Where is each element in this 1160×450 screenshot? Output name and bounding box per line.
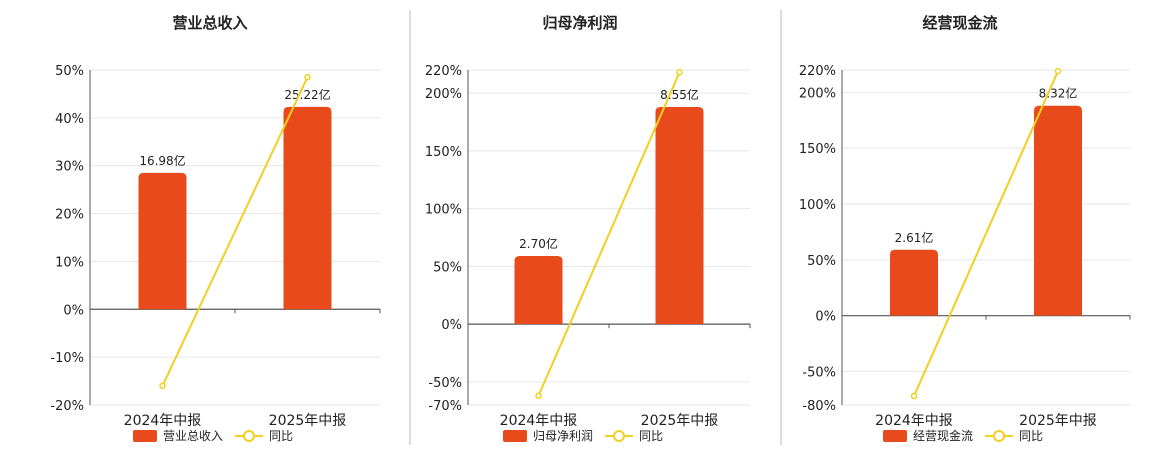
- chart-panel-3: 经营现金流 -80% -50% 0% 50% 100% 150% 200% 220% 2.61亿 8…: [799, 14, 1131, 443]
- line-point: [304, 73, 311, 81]
- bar-data-label: 2.70亿: [519, 236, 558, 251]
- y-tick-label: 50%: [55, 64, 84, 79]
- y-tick-label: 30%: [55, 160, 84, 175]
- x-tick-label: 2024年中报: [500, 413, 578, 429]
- y-tick-label: -20%: [50, 399, 84, 414]
- legend-bar-swatch: [133, 430, 157, 442]
- chart-title: 经营现金流: [922, 14, 997, 32]
- legend-line-label: 同比: [1019, 429, 1043, 443]
- legend-bar-label: 归母净利润: [533, 429, 593, 443]
- y-tick-label: -70%: [428, 399, 462, 414]
- bar: [655, 106, 704, 325]
- y-tick-label: 50%: [433, 260, 462, 275]
- bar: [514, 255, 563, 325]
- y-tick-label: 200%: [425, 87, 462, 102]
- line-series: [537, 71, 681, 397]
- legend-line-marker: [993, 430, 1005, 442]
- line-point: [1054, 67, 1062, 75]
- bar: [1034, 105, 1082, 316]
- line-series: [161, 76, 309, 387]
- legend-bar-swatch: [883, 430, 907, 442]
- legend-bar-label: 营业总收入: [163, 429, 223, 443]
- y-tick-label: -50%: [428, 376, 462, 391]
- x-tick-label: 2024年中报: [124, 413, 202, 429]
- y-tick-label: -10%: [50, 351, 84, 366]
- chart-title: 归母净利润: [542, 14, 617, 32]
- line-point: [535, 392, 542, 400]
- y-tick-label: 50%: [807, 254, 836, 269]
- bar-data-label: 8.32亿: [1039, 86, 1078, 101]
- line-point: [676, 69, 683, 76]
- x-tick-label: 2025年中报: [269, 413, 347, 429]
- y-tick-label: 220%: [799, 64, 836, 79]
- y-tick-label: 150%: [799, 142, 836, 157]
- legend-line-marker: [613, 430, 625, 442]
- y-tick-label: 150%: [425, 145, 462, 160]
- y-tick-label: 20%: [55, 208, 84, 223]
- x-tick-label: 2025年中报: [641, 413, 719, 429]
- line-series: [913, 70, 1059, 397]
- legend-line-marker: [243, 430, 255, 442]
- bar: [283, 106, 332, 310]
- chart-panel-1: 营业总收入 -20% -10% 0% 10% 20% 30% 40% 50% 16.98亿 25.2…: [50, 14, 381, 443]
- y-tick-label: 0%: [441, 318, 462, 333]
- chart-title: 营业总收入: [172, 14, 247, 32]
- y-tick-label: 200%: [799, 86, 836, 101]
- bar-data-label: 2.61亿: [895, 230, 934, 245]
- x-tick-label: 2024年中报: [875, 413, 953, 429]
- y-tick-label: 0%: [815, 310, 836, 325]
- bar: [890, 249, 938, 316]
- bar-data-label: 8.55亿: [660, 87, 699, 102]
- chart-panel-2: 归母净利润 -70% -50% 0% 50% 100% 150% 200% 220% 2.70亿 8…: [425, 14, 751, 443]
- y-tick-label: 40%: [55, 112, 84, 127]
- y-tick-label: -80%: [802, 399, 836, 414]
- line-point: [159, 382, 166, 390]
- legend-bar-label: 经营现金流: [913, 428, 973, 443]
- bar-data-label: 16.98亿: [139, 153, 185, 168]
- bar: [138, 172, 187, 310]
- line-point: [910, 392, 918, 400]
- y-tick-label: 100%: [799, 198, 836, 213]
- y-tick-label: 100%: [425, 203, 462, 218]
- legend-bar-swatch: [503, 430, 527, 442]
- bar-data-label: 25.22亿: [284, 87, 330, 102]
- legend-line-label: 同比: [269, 429, 293, 443]
- legend-line-label: 同比: [639, 429, 663, 443]
- y-tick-label: -50%: [802, 366, 836, 381]
- x-tick-label: 2025年中报: [1019, 413, 1097, 429]
- y-tick-label: 0%: [63, 303, 84, 318]
- y-tick-label: 10%: [55, 255, 84, 270]
- y-tick-label: 220%: [425, 64, 462, 79]
